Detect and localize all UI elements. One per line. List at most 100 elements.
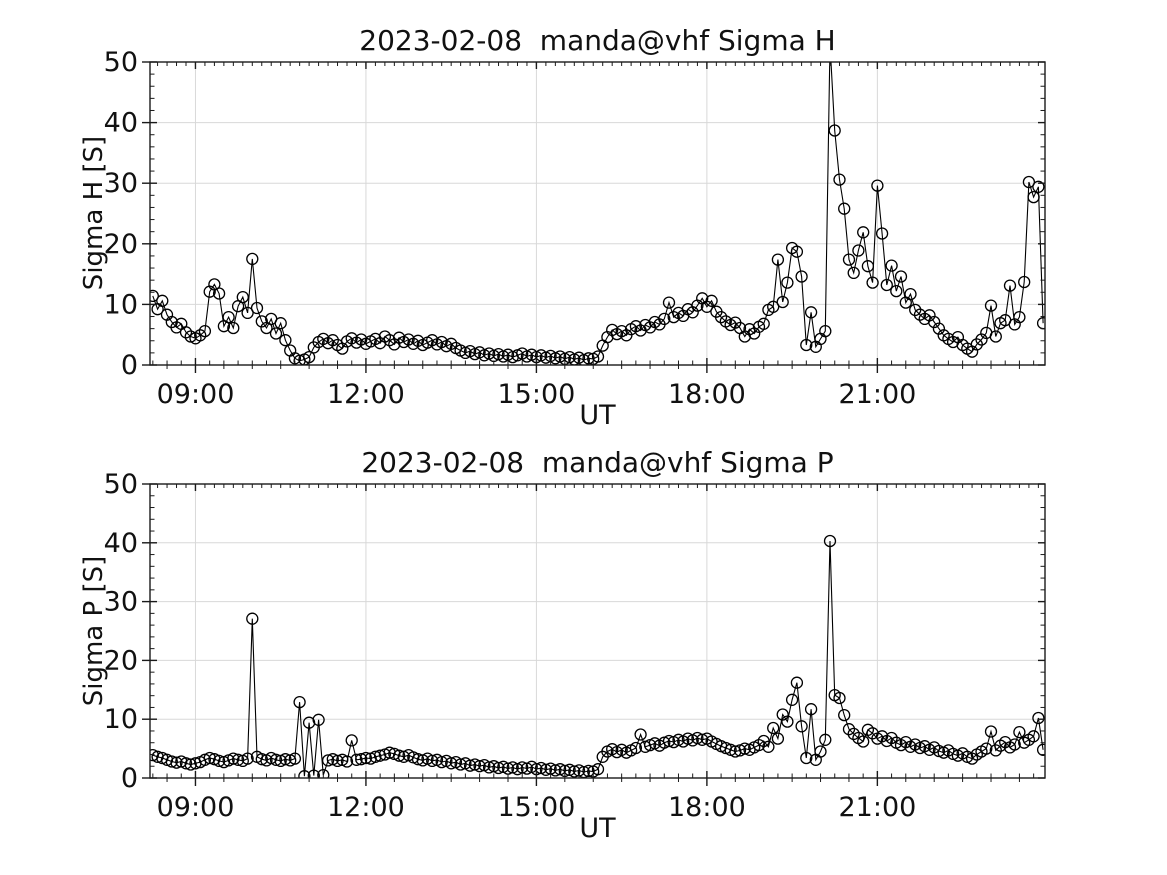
data-marker <box>212 287 226 300</box>
data-marker <box>355 333 368 346</box>
data-marker <box>227 752 240 765</box>
data-marker <box>875 227 889 240</box>
data-marker <box>591 350 605 363</box>
data-marker <box>620 329 633 342</box>
x-tick-label: 09:00 <box>157 792 235 823</box>
data-marker <box>861 260 875 273</box>
x-tick-label: 21:00 <box>838 379 916 410</box>
data-marker <box>307 769 320 778</box>
data-marker <box>686 306 699 319</box>
data-marker <box>928 315 941 329</box>
data-marker <box>274 317 287 330</box>
data-marker <box>568 765 581 778</box>
data-marker <box>880 278 893 292</box>
data-marker <box>662 296 676 309</box>
data-marker <box>582 764 595 778</box>
y-tick-label: 40 <box>104 108 138 139</box>
data-marker <box>150 289 159 303</box>
data-marker <box>838 708 851 722</box>
data-marker <box>847 266 860 280</box>
data-marker <box>255 753 268 766</box>
data-marker <box>658 312 671 326</box>
data-marker <box>662 734 676 748</box>
data-marker <box>814 745 827 758</box>
data-marker <box>591 763 605 776</box>
data-marker <box>984 299 998 312</box>
data-marker <box>696 733 709 746</box>
data-marker <box>899 735 912 749</box>
data-marker <box>463 759 477 772</box>
sigma-p-title: 2023-02-08 manda@vhf Sigma P <box>361 446 834 479</box>
data-marker <box>866 276 879 289</box>
y-tick-label: 30 <box>104 587 138 618</box>
data-marker <box>482 761 496 774</box>
x-tick-label: 18:00 <box>668 379 746 410</box>
data-marker <box>800 751 813 765</box>
data-marker <box>984 725 998 738</box>
data-marker <box>989 744 1002 757</box>
data-marker <box>165 755 178 768</box>
sigma-p-axes: 09:00 12:00 15:00 18:00 21:00 0 10 20 30 40 50 <box>104 469 1046 823</box>
data-marker <box>771 732 785 745</box>
data-marker <box>894 270 908 283</box>
data-marker <box>321 754 335 767</box>
data-marker <box>435 755 448 769</box>
x-tick-label: 15:00 <box>497 792 575 823</box>
data-marker <box>392 749 406 762</box>
data-marker <box>279 334 292 347</box>
data-marker <box>857 226 870 239</box>
data-marker <box>790 245 804 258</box>
y-tick-label: 30 <box>104 168 138 199</box>
data-marker <box>781 715 794 728</box>
data-marker <box>885 259 898 272</box>
data-marker <box>819 733 832 746</box>
data-marker <box>293 695 306 709</box>
x-tick-label: 21:00 <box>838 792 916 823</box>
data-marker <box>833 691 846 705</box>
data-marker <box>629 320 643 333</box>
sigma-p-x-axis-label: UT <box>579 813 616 844</box>
data-marker <box>198 324 212 338</box>
y-tick-label: 50 <box>104 47 138 78</box>
data-marker <box>516 761 529 774</box>
data-marker <box>312 713 325 726</box>
y-tick-label: 0 <box>121 763 138 794</box>
data-marker <box>236 290 249 304</box>
data-marker <box>298 770 311 778</box>
data-marker <box>738 742 751 755</box>
data-marker <box>838 202 851 215</box>
data-marker <box>1018 275 1031 289</box>
data-marker <box>629 741 643 755</box>
data-marker <box>340 755 354 768</box>
data-marker <box>246 252 259 266</box>
data-marker <box>241 306 254 320</box>
y-tick-label: 10 <box>104 289 138 320</box>
data-marker <box>317 768 330 778</box>
data-marker <box>1036 743 1045 756</box>
data-marker <box>767 721 780 735</box>
data-marker <box>369 750 382 763</box>
sigma-p-y-axis-label: Sigma P [S] <box>79 555 109 707</box>
data-marker <box>890 284 903 298</box>
sigma-p-series <box>150 534 1045 778</box>
data-marker <box>804 306 818 319</box>
data-marker <box>549 764 562 777</box>
data-marker <box>1013 310 1026 324</box>
data-marker <box>980 742 993 755</box>
data-marker <box>454 758 467 771</box>
y-tick-label: 20 <box>104 645 138 676</box>
data-marker <box>1022 175 1036 189</box>
sigma-h-y-axis-label: Sigma H [S] <box>79 135 109 291</box>
data-marker <box>804 703 818 716</box>
data-marker <box>781 276 794 289</box>
data-marker <box>1027 190 1040 204</box>
data-marker <box>355 753 368 766</box>
data-marker <box>411 753 425 766</box>
data-marker <box>989 330 1002 343</box>
data-marker <box>800 338 813 352</box>
data-marker <box>445 757 458 770</box>
data-marker <box>179 757 193 770</box>
y-tick-label: 10 <box>104 704 138 735</box>
